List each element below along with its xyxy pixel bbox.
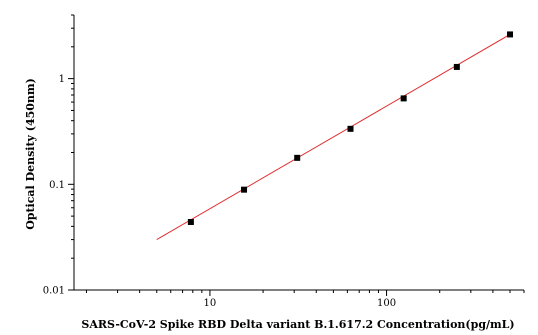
data-points: [187, 31, 514, 225]
data-point: [507, 31, 514, 38]
y-tick-label: 1: [59, 74, 65, 85]
x-axis-title: SARS-CoV-2 Spike RBD Delta variant B.1.6…: [81, 318, 514, 331]
fit-line-group: [156, 33, 511, 241]
y-tick-label: 0.01: [43, 286, 65, 297]
y-tick-label: 0.1: [49, 180, 65, 191]
axes: 10 100 0.01 0.1 1: [43, 14, 525, 309]
data-point: [294, 154, 301, 161]
y-axis-title: Optical Density (450nm): [24, 78, 37, 230]
data-point: [453, 63, 460, 70]
x-tick-label: 100: [377, 298, 396, 309]
data-point: [347, 125, 354, 132]
data-point: [241, 186, 248, 193]
x-tick-label: 10: [204, 298, 217, 309]
data-point: [187, 218, 194, 225]
data-point: [400, 95, 407, 102]
fit-line: [156, 33, 511, 241]
